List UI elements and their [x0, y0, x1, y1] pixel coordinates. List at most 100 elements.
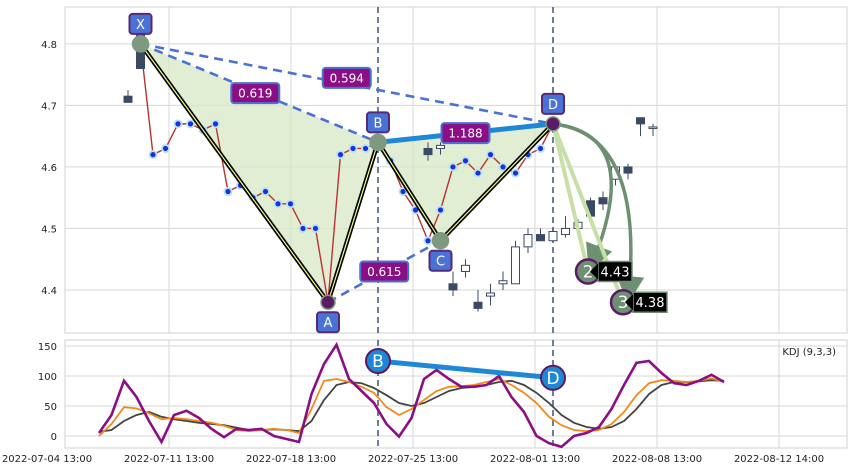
- x-tick-label: 2022-08-08 13:00: [612, 454, 702, 465]
- close-line-path: [139, 43, 554, 303]
- main-y-tick-labels: 4.4 4.5 4.6 4.7 4.8: [41, 40, 57, 297]
- pattern-point-box: [316, 311, 340, 334]
- kdj-marker-label: D: [546, 369, 559, 389]
- target-line: [551, 123, 590, 272]
- harmonic-fill: [140, 43, 553, 303]
- candle-up: [486, 292, 495, 297]
- pattern-point-box: [128, 12, 153, 35]
- close-dot: [500, 164, 506, 170]
- pattern-point-box: [428, 249, 453, 272]
- close-dot: [362, 145, 369, 152]
- kdj-y-tick-label: 100: [38, 372, 57, 383]
- ratio-label-text: 0.619: [238, 87, 272, 101]
- kdj-panel: 0 50 100 150 B D KDJ (9,3,3): [38, 339, 848, 449]
- kdj-y-tick-label: 0: [51, 432, 57, 443]
- x-tick-label: 2022-08-01 13:00: [490, 454, 580, 465]
- pattern-legs: [138, 42, 555, 304]
- target-number: 3: [618, 293, 629, 313]
- candle-down: [423, 147, 433, 156]
- leg-inner-AB: [327, 142, 379, 303]
- kdj-bd-line: [377, 358, 554, 381]
- close-dot: [212, 121, 219, 127]
- kdj-lines: [97, 341, 725, 449]
- candle-down: [448, 283, 458, 291]
- candle-up: [561, 227, 570, 236]
- candle-down: [636, 117, 645, 125]
- ratio-label-box: [321, 66, 372, 89]
- close-dot: [150, 152, 156, 158]
- candle-down: [623, 166, 633, 174]
- close-dot: [162, 145, 169, 152]
- close-dot: [337, 152, 344, 158]
- pattern-point-marker: [545, 116, 561, 132]
- leg-inner-BC: [377, 141, 442, 242]
- close-dot: [225, 188, 231, 195]
- kdj-vertical-lines: [377, 340, 554, 448]
- close-dot: [462, 158, 469, 164]
- close-dot: [450, 164, 456, 170]
- close-dot: [400, 188, 406, 195]
- pattern-point-marker: [320, 294, 336, 310]
- ratio-label-box: [359, 260, 410, 283]
- pattern-point-label: A: [324, 316, 333, 331]
- target-value: 4.38: [636, 296, 665, 311]
- x-tick-label: 2022-07-18 13:00: [246, 454, 336, 465]
- close-dot: [437, 207, 444, 213]
- x-tick-label: 2022-08-12 14:00: [734, 454, 824, 465]
- candle-down: [536, 234, 545, 242]
- kdj-marker-circle: [365, 348, 391, 374]
- ratio-label-text: 1.188: [448, 127, 482, 141]
- close-dot: [412, 207, 419, 213]
- candle-up: [648, 126, 658, 129]
- kdj-j-line: [97, 341, 725, 449]
- xab-triangle: [140, 43, 378, 303]
- close-dot: [287, 201, 294, 207]
- close-dot: [187, 121, 194, 127]
- kdj-y-tick-label: 50: [44, 402, 57, 413]
- close-dot: [312, 225, 319, 232]
- y-tick-label: 4.4: [41, 286, 57, 297]
- kdj-y-tick-label: 150: [38, 342, 57, 353]
- close-dot: [425, 238, 431, 244]
- bcd-triangle: [378, 123, 553, 241]
- x-tick-label: 2022-07-11 13:00: [124, 454, 214, 465]
- y-tick-label: 4.8: [41, 40, 57, 51]
- target-flag-tip: [590, 263, 598, 280]
- candle-up: [436, 144, 445, 149]
- candle-down: [598, 197, 608, 205]
- kdj-marker-label: B: [372, 352, 384, 372]
- pattern-point-label: D: [548, 98, 558, 113]
- pattern-point-label: X: [136, 18, 145, 33]
- close-dot: [350, 145, 356, 152]
- kdj-title: KDJ (9,3,3): [782, 347, 836, 358]
- target-number: 2: [583, 262, 594, 282]
- ratio-label-text: 0.615: [367, 265, 401, 279]
- pattern-point-box: [366, 111, 390, 134]
- y-tick-label: 4.6: [41, 163, 57, 174]
- kdj-marker-circle: [540, 364, 566, 391]
- close-dot: [275, 201, 281, 207]
- pattern-point-box: [541, 92, 565, 115]
- candle-up: [523, 234, 533, 248]
- close-dot: [512, 170, 519, 176]
- kdj-y-tick-labels: 0 50 100 150: [38, 342, 57, 443]
- close-dot: [475, 170, 481, 176]
- close-dot: [300, 225, 306, 232]
- close-dot: [537, 145, 544, 152]
- leg-inner-CD: [440, 123, 554, 242]
- candle-down: [123, 95, 133, 103]
- candle-up: [548, 231, 558, 242]
- close-dot: [262, 188, 269, 195]
- x-tick-labels: 2022-07-04 13:00 2022-07-11 13:00 2022-07-…: [2, 454, 824, 465]
- candle-down: [473, 301, 483, 309]
- x-tick-label: 2022-07-04 13:00: [2, 454, 92, 465]
- kdj-grid: [65, 340, 847, 448]
- pattern-point-marker: [131, 35, 150, 53]
- pattern-point-label: B: [374, 116, 383, 131]
- target-flag-tip: [625, 294, 633, 311]
- ratio-labels: 0.619 0.594 1.188 0.615: [230, 66, 491, 283]
- close-dot: [175, 121, 181, 127]
- target-value: 4.43: [601, 265, 630, 280]
